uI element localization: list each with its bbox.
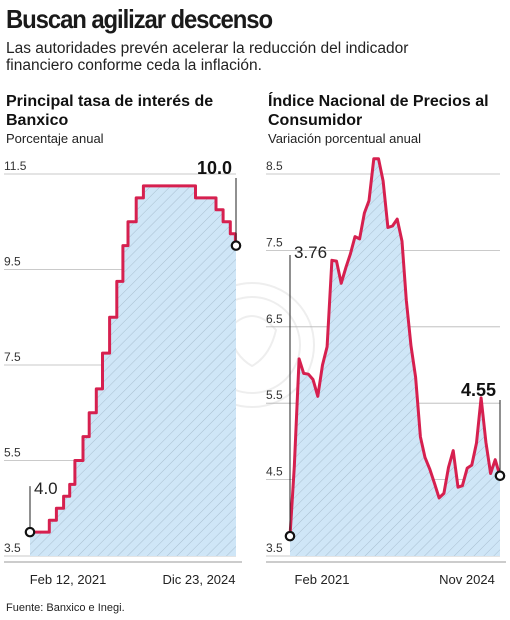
y-tick-label: 7.5 <box>4 350 21 364</box>
headline: Buscan agilizar descenso <box>6 4 273 34</box>
y-tick-label: 6.5 <box>266 312 283 326</box>
chart-2-ylabel: Variación porcentual anual <box>268 131 421 146</box>
series-area <box>30 185 236 556</box>
endpoint-marker <box>24 526 36 538</box>
series-area <box>290 158 500 556</box>
chart-2-title: Índice Nacional de Precios al Consumidor <box>268 93 489 129</box>
x-tick-label: Nov 2024 <box>439 572 495 587</box>
y-tick-label: 4.5 <box>266 465 283 479</box>
annotation-label: 4.0 <box>34 479 58 498</box>
y-tick-label: 9.5 <box>4 255 21 269</box>
subheadline: Las autoridades prevén acelerar la reduc… <box>6 40 409 74</box>
x-tick-label: Feb 12, 2021 <box>30 572 107 587</box>
annotation-label: 4.55 <box>461 380 496 400</box>
y-tick-label: 5.5 <box>266 388 283 402</box>
series-line <box>30 184 237 534</box>
chart-1-title: Principal tasa de interés de Banxico <box>6 93 214 129</box>
y-tick-label: 7.5 <box>266 235 283 249</box>
annotation-label: 3.76 <box>294 243 327 262</box>
chart-1-plot: 3.5 5.5 7.5 9.5 11.5 4.0 10.0 Feb 12, 2021 Dic 2… <box>4 158 242 587</box>
x-tick-label: Dic 23, 2024 <box>163 572 236 587</box>
endpoint-marker <box>230 240 242 251</box>
annotation-label: 10.0 <box>197 158 232 178</box>
chart-2-plot: 3.5 4.5 5.5 6.5 7.5 8.5 3.76 4.55 Feb 2021 Nov 20… <box>266 157 506 587</box>
series-line <box>288 157 502 537</box>
source-note: Fuente: Banxico e Inegi. <box>6 602 125 614</box>
y-tick-label: 3.5 <box>4 541 21 555</box>
y-tick-label: 11.5 <box>4 159 27 173</box>
endpoint-marker <box>494 470 506 482</box>
x-tick-label: Feb 2021 <box>295 572 350 587</box>
y-tick-label: 8.5 <box>266 159 283 173</box>
y-tick-label: 3.5 <box>266 541 283 555</box>
y-tick-label: 5.5 <box>4 446 21 460</box>
endpoint-marker <box>284 530 296 542</box>
chart-1-ylabel: Porcentaje anual <box>6 131 104 146</box>
